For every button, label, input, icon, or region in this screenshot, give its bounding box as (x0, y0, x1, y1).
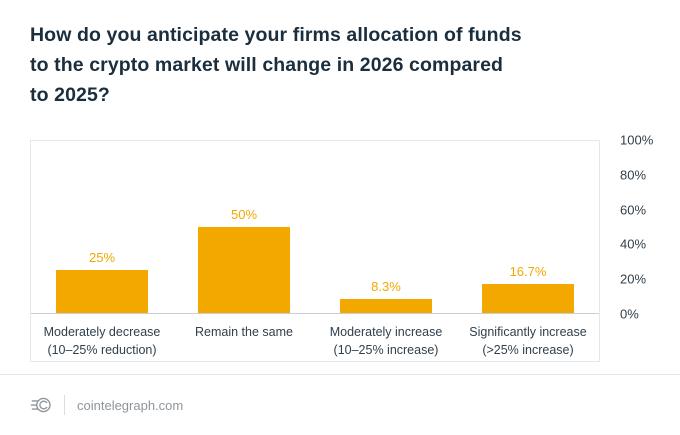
bar (482, 284, 574, 313)
bar-chart: 25% 50% 8.3% 16.7% Moderately decrease (10–2… (30, 133, 680, 362)
y-axis-tick-label: 40% (620, 236, 647, 252)
bar-value-label: 50% (230, 207, 258, 222)
bar-slot: 50% (173, 141, 315, 313)
chart-title: How do you anticipate your firms allocat… (30, 20, 522, 111)
chart-title-line-3: to 2025? (30, 84, 110, 107)
y-axis-tick-label: 100% (620, 132, 654, 148)
footer: cointelegraph.com (0, 374, 680, 435)
footer-divider (64, 395, 65, 415)
y-axis-tick-label: 60% (620, 202, 647, 218)
category-label: Moderately decrease (10–25% reduction) (43, 325, 161, 358)
plot-frame: 25% 50% 8.3% 16.7% Moderately decrease (10–2… (30, 140, 600, 362)
bar (340, 298, 432, 313)
bar-slot: 25% (31, 141, 173, 313)
category-label: Significantly increase (>25% increase) (469, 325, 587, 358)
x-axis-category-labels: Moderately decrease (10–25% reduction) Rem… (31, 314, 599, 361)
chart-title-line-1: How do you anticipate your firms allocat… (30, 24, 522, 46)
y-axis-tick-label: 80% (620, 167, 647, 183)
y-axis-tick-label: 0% (620, 306, 639, 322)
bar-value-label: 8.3% (371, 278, 401, 294)
footer-site-text: cointelegraph.com (77, 397, 184, 413)
category-label: Remain the same (195, 325, 293, 339)
bar-slot: 16.7% (457, 141, 599, 313)
bar (198, 227, 290, 313)
chart-title-line-2: to the crypto market will change in 2026… (30, 54, 504, 77)
bar-value-label: 25% (88, 250, 116, 265)
y-axis-tick-label: 20% (620, 271, 647, 287)
plot-area: 25% 50% 8.3% 16.7% (31, 141, 599, 314)
y-axis: 100% 80% 60% 40% 20% 0% (620, 133, 680, 322)
category-label: Moderately increase (10–25% increase) (329, 325, 443, 358)
bar-slot: 8.3% (315, 141, 457, 313)
cointelegraph-coin-icon (30, 394, 52, 416)
bar (56, 270, 148, 313)
bar-value-label: 16.7% (509, 264, 547, 280)
